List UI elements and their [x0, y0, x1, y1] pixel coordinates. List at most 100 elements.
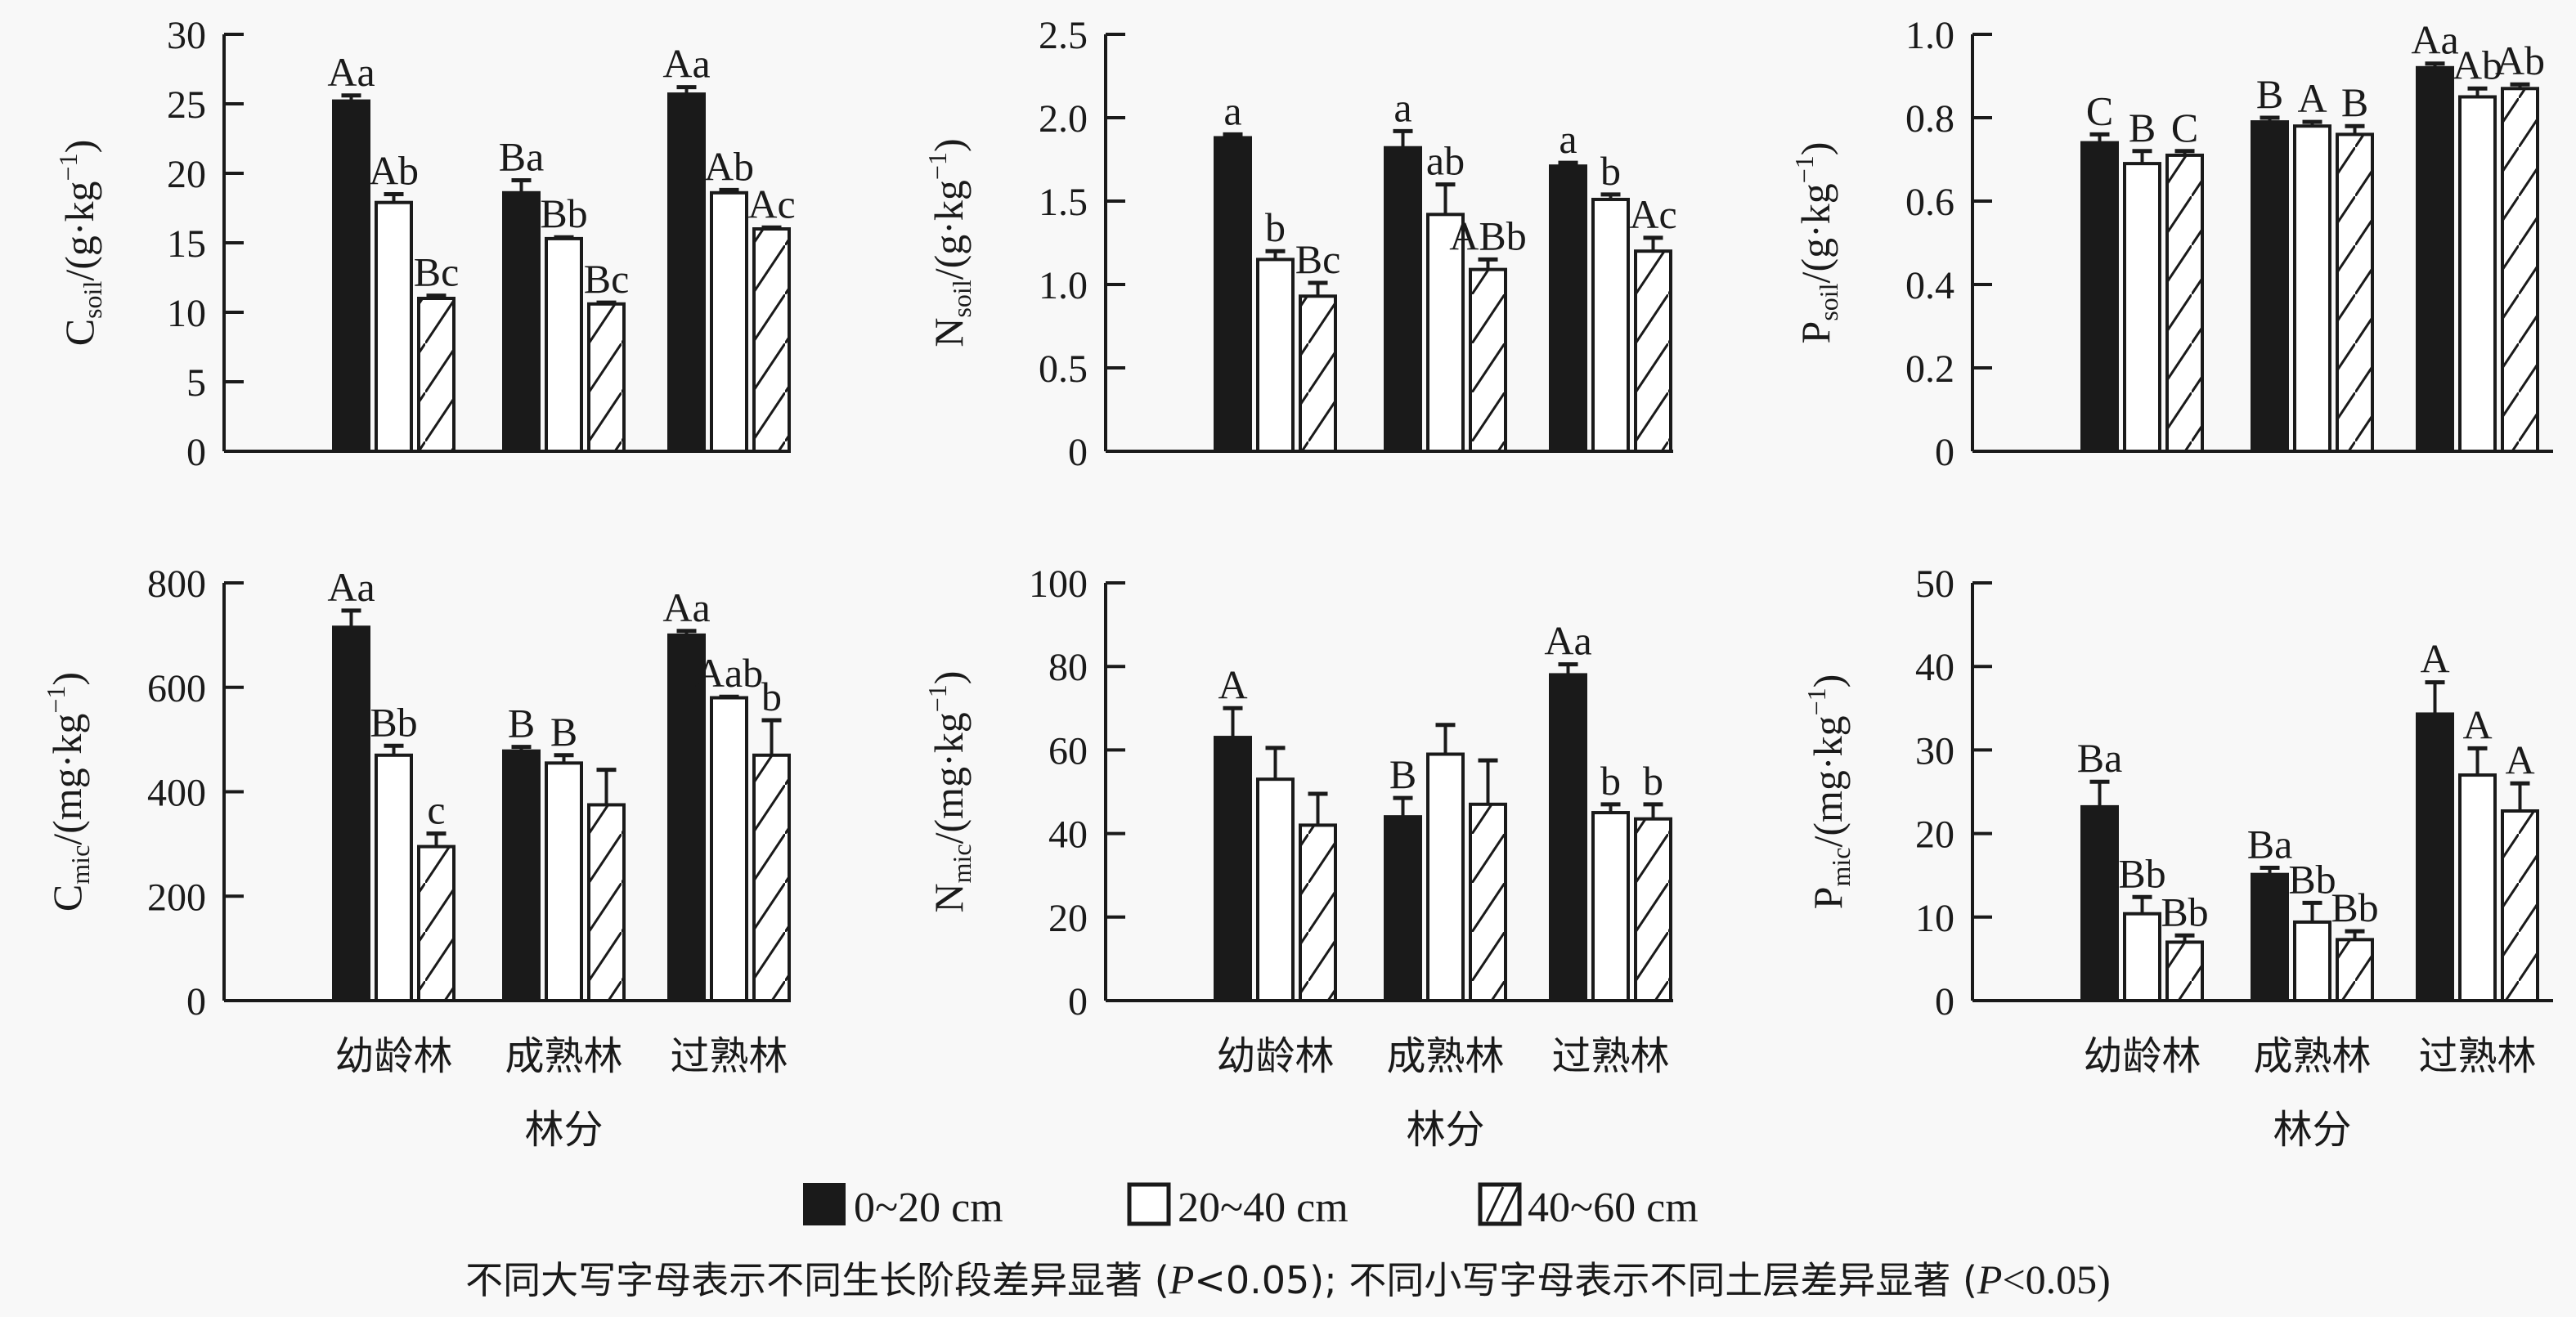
significance-label: b	[1600, 758, 1621, 804]
y-tick-label: 0.5	[1039, 347, 1088, 391]
significance-label: Aa	[662, 585, 710, 630]
bar-20-40	[375, 753, 413, 1002]
bar-0-20	[1214, 736, 1252, 1002]
y-axis-label: Psoil/(g·kg−1)	[1789, 142, 1843, 344]
legend-label-0-20: 0~20 cm	[854, 1185, 1003, 1231]
bar-40-60	[1299, 294, 1337, 453]
significance-label: Aa	[327, 49, 375, 95]
y-tick-label: 800	[147, 562, 206, 606]
significance-label: A	[2505, 737, 2534, 782]
footnote-p2: P	[1977, 1257, 2003, 1302]
significance-label: Aa	[662, 41, 710, 87]
y-tick-label: 30	[167, 14, 206, 57]
significance-label: Bb	[540, 190, 587, 236]
y-axis-label-main: C	[44, 885, 90, 912]
bar-0-20	[1214, 136, 1252, 453]
bar-20-40	[1426, 752, 1465, 1002]
significance-label: Ab	[2453, 42, 2502, 87]
bar-40-60	[752, 227, 791, 453]
significance-label: b	[1643, 758, 1663, 804]
y-tick-label: 0.4	[1905, 264, 1954, 307]
bar-0-20	[1549, 164, 1587, 453]
y-tick-label: 0	[186, 980, 206, 1024]
y-tick-label: 2.5	[1039, 14, 1088, 57]
bar-20-40	[1256, 258, 1295, 453]
significance-label: a	[1223, 87, 1241, 133]
panel-n-soil: 00.51.01.52.02.5Nsoil/(g·kg−1)abBcaabABb…	[922, 14, 1677, 474]
bar-20-40	[545, 236, 583, 453]
bar-20-40	[710, 696, 748, 1003]
y-tick-label: 600	[147, 667, 206, 710]
y-axis-label-close: )	[44, 672, 90, 686]
bar-20-40	[2458, 773, 2497, 1002]
bar-20-40	[2293, 124, 2331, 453]
bar-40-60	[1469, 267, 1507, 454]
x-tick-label: 成熟林	[2253, 1033, 2371, 1079]
significance-label: A	[2462, 701, 2492, 747]
y-tick-label: 0.6	[1905, 181, 1954, 224]
footnote-p1: P	[1169, 1257, 1195, 1302]
y-tick-label: 1.0	[1039, 264, 1088, 307]
y-axis-label-sup: −1	[922, 684, 952, 712]
y-axis-label: Pmic/(mg·kg−1)	[1802, 674, 1856, 910]
y-axis-label-close: )	[926, 138, 972, 152]
significance-label: Ba	[2077, 735, 2123, 781]
x-tick-label: 过熟林	[670, 1033, 788, 1079]
y-axis-label-sub: soil	[947, 280, 976, 317]
y-tick-label: 40	[1915, 646, 1954, 689]
footnote: 不同大写字母表示不同生长阶段差异显著 (P<0.05); 不同小写字母表示不同土…	[465, 1257, 2111, 1302]
significance-label: b	[761, 674, 782, 719]
y-tick-label: 2.0	[1039, 97, 1088, 141]
bar-40-60	[1634, 817, 1672, 1003]
significance-label: Ab	[704, 143, 754, 189]
bar-40-60	[2501, 809, 2539, 1002]
y-tick-label: 0.2	[1905, 347, 1954, 391]
legend-label-20-40: 20~40 cm	[1178, 1185, 1349, 1231]
significance-label: Bb	[2161, 889, 2208, 934]
significance-label: Ba	[2247, 822, 2293, 867]
y-axis-label-unit: /(mg·kg	[44, 714, 90, 845]
y-tick-label: 20	[167, 153, 206, 196]
bar-20-40	[2293, 920, 2331, 1003]
panel-p-mic: 01020304050Pmic/(mg·kg−1)BaBbBb幼龄林BaBbBb…	[1802, 562, 2553, 1153]
legend-hatch-line	[1485, 1186, 1505, 1222]
bar-20-40	[1591, 197, 1630, 454]
bar-40-60	[587, 803, 626, 1002]
bar-40-60	[1299, 823, 1337, 1002]
y-axis-label-close: )	[1793, 142, 1838, 156]
bar-0-20	[502, 190, 541, 454]
significance-label: B	[2256, 71, 2283, 117]
x-tick-label: 幼龄林	[334, 1033, 452, 1079]
y-tick-label: 1.0	[1905, 14, 1954, 57]
bar-0-20	[1384, 815, 1422, 1002]
significance-label: Bb	[370, 699, 417, 745]
bar-20-40	[710, 190, 748, 454]
x-tick-label: 成熟林	[1386, 1033, 1504, 1079]
bar-20-40	[2123, 912, 2161, 1003]
legend-swatch-20-40	[1127, 1182, 1171, 1226]
significance-label: C	[2086, 87, 2113, 133]
significance-label: A	[2297, 75, 2327, 121]
x-tick-label: 过熟林	[1551, 1033, 1669, 1079]
bar-20-40	[545, 761, 583, 1003]
bar-0-20	[2080, 804, 2119, 1002]
significance-label: Ac	[747, 181, 795, 226]
y-tick-label: 0	[186, 431, 206, 474]
y-axis-label-unit: /(g·kg	[56, 181, 102, 280]
y-tick-label: 15	[167, 222, 206, 266]
y-tick-label: 20	[1048, 897, 1088, 940]
significance-label: A	[1218, 661, 1247, 707]
y-axis-label-main: C	[56, 319, 102, 346]
x-tick-label: 幼龄林	[1216, 1033, 1334, 1079]
bar-20-40	[1256, 777, 1295, 1002]
significance-label: A	[2420, 636, 2449, 682]
bar-0-20	[2251, 120, 2289, 453]
bar-0-20	[502, 749, 541, 1002]
y-axis-label-sup: −1	[41, 686, 70, 714]
y-axis-label-main: P	[1793, 321, 1838, 344]
bar-0-20	[332, 625, 370, 1002]
y-tick-label: 0	[1068, 431, 1088, 474]
y-tick-label: 40	[1048, 813, 1088, 857]
